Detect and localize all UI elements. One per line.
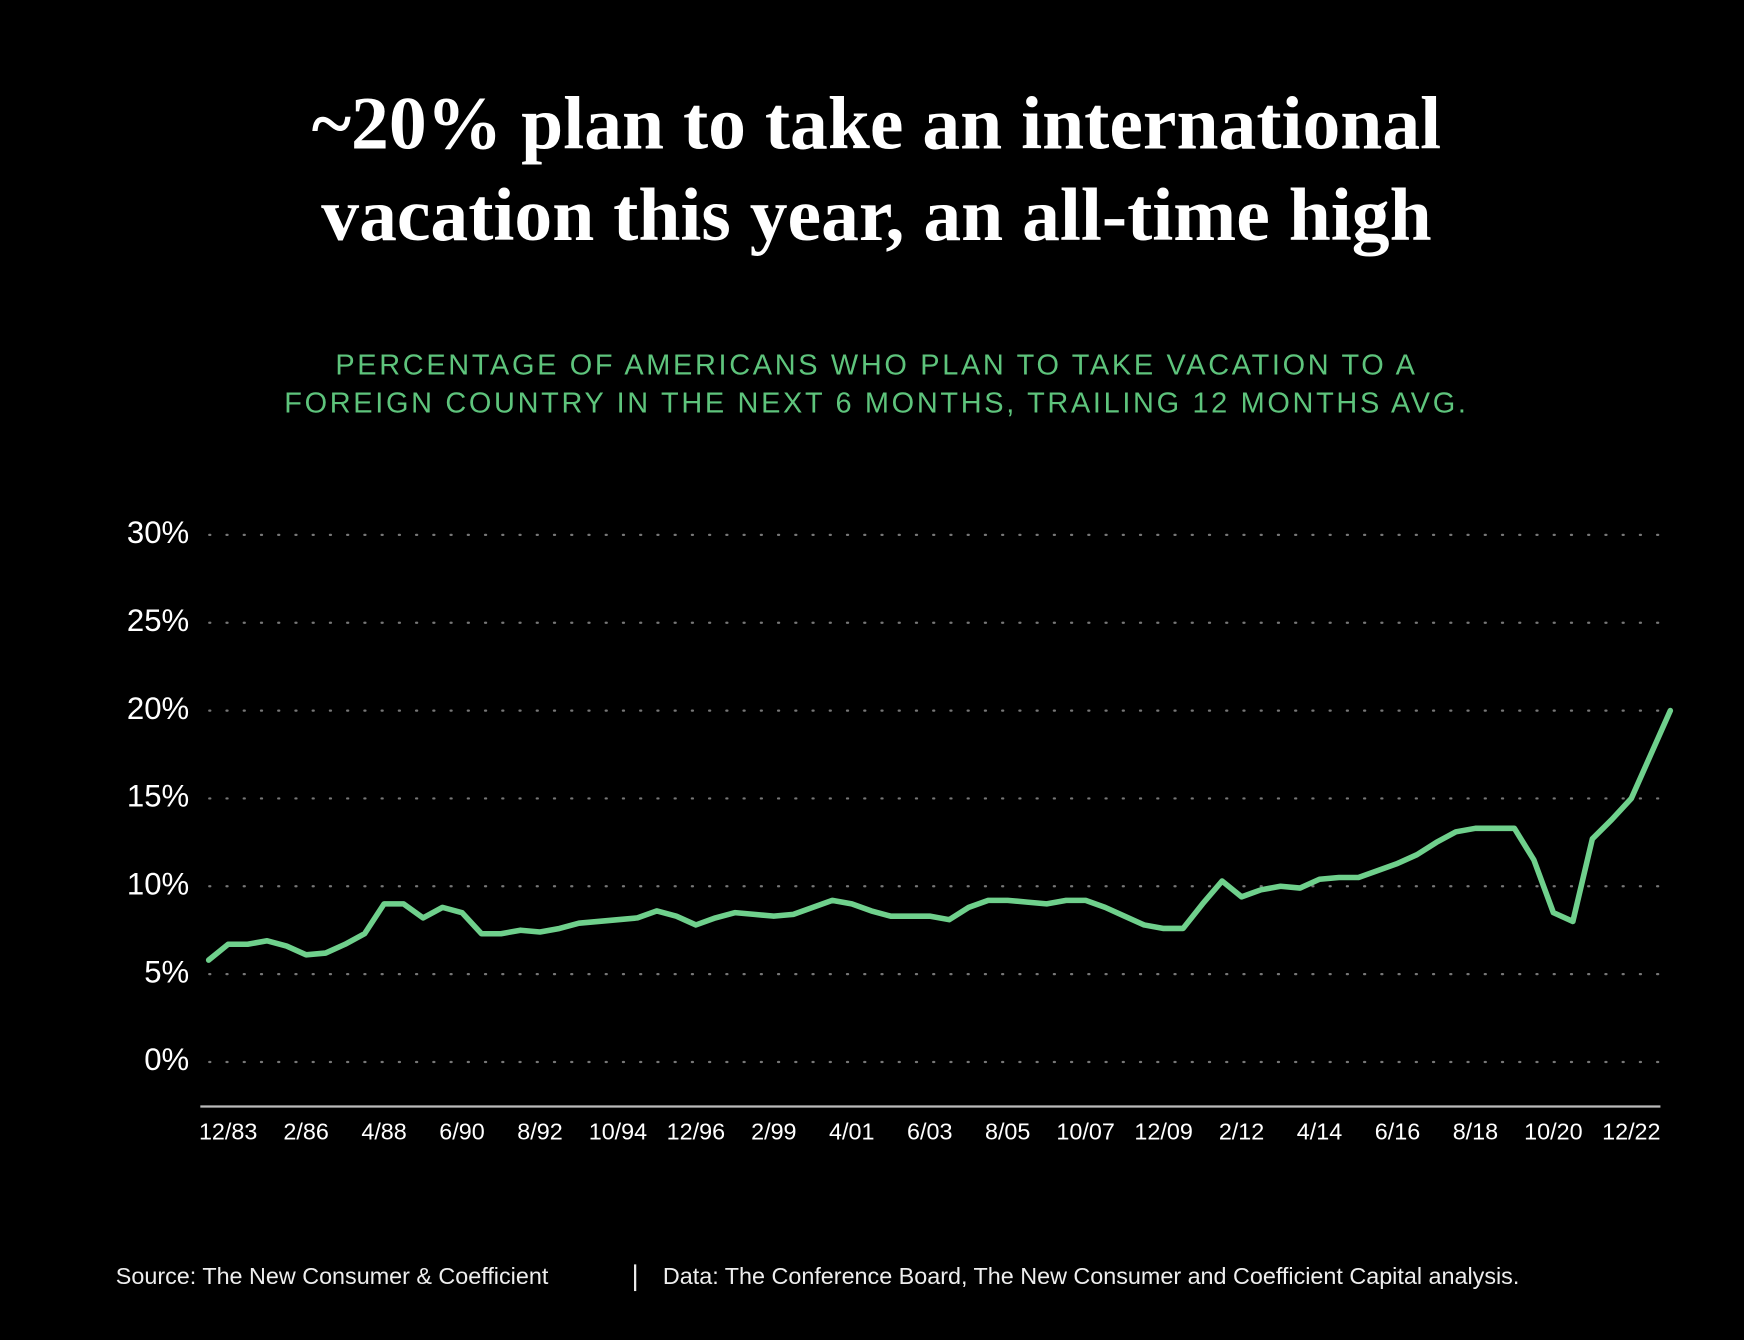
chart-subtitle: FOREIGN COUNTRY IN THE NEXT 6 MONTHS, TR… bbox=[284, 387, 1468, 419]
y-tick-label: 15% bbox=[127, 779, 189, 814]
y-tick-label: 25% bbox=[127, 603, 189, 638]
y-tick-label: 10% bbox=[127, 867, 189, 902]
x-tick-label: 12/83 bbox=[199, 1118, 257, 1144]
x-tick-label: 4/88 bbox=[361, 1118, 406, 1144]
x-tick-label: 8/05 bbox=[985, 1118, 1030, 1144]
y-tick-label: 5% bbox=[144, 954, 189, 989]
x-tick-label: 4/14 bbox=[1297, 1118, 1342, 1144]
x-tick-label: 10/94 bbox=[589, 1118, 647, 1144]
x-tick-label: 8/18 bbox=[1453, 1118, 1498, 1144]
x-tick-label: 6/16 bbox=[1375, 1118, 1420, 1144]
y-tick-label: 20% bbox=[127, 691, 189, 726]
x-tick-label: 4/01 bbox=[829, 1118, 874, 1144]
x-tick-label: 2/99 bbox=[751, 1118, 796, 1144]
y-tick-label: 30% bbox=[127, 515, 189, 550]
chart-subtitle: PERCENTAGE OF AMERICANS WHO PLAN TO TAKE… bbox=[335, 350, 1417, 382]
x-tick-label: 10/07 bbox=[1056, 1118, 1114, 1144]
x-tick-label: 6/90 bbox=[439, 1118, 484, 1144]
x-tick-label: 12/96 bbox=[667, 1118, 725, 1144]
data-line bbox=[205, 707, 1674, 963]
x-tick-label: 8/92 bbox=[517, 1118, 562, 1144]
x-tick-label: 2/12 bbox=[1219, 1118, 1264, 1144]
x-tick-label: 6/03 bbox=[907, 1118, 952, 1144]
source: Source: The New Consumer & Coefficient bbox=[116, 1263, 549, 1289]
x-tick-label: 10/20 bbox=[1524, 1118, 1582, 1144]
y-tick-label: 0% bbox=[144, 1042, 189, 1077]
x-tick-label: 12/09 bbox=[1134, 1118, 1192, 1144]
x-tick-label: 12/22 bbox=[1602, 1118, 1660, 1144]
note: Data: The Conference Board, The New Cons… bbox=[663, 1263, 1519, 1289]
chart-title: ~20% plan to take an international bbox=[312, 83, 1441, 166]
chart-title: vacation this year, an all-time high bbox=[321, 174, 1431, 257]
x-tick-label: 2/86 bbox=[283, 1118, 328, 1144]
